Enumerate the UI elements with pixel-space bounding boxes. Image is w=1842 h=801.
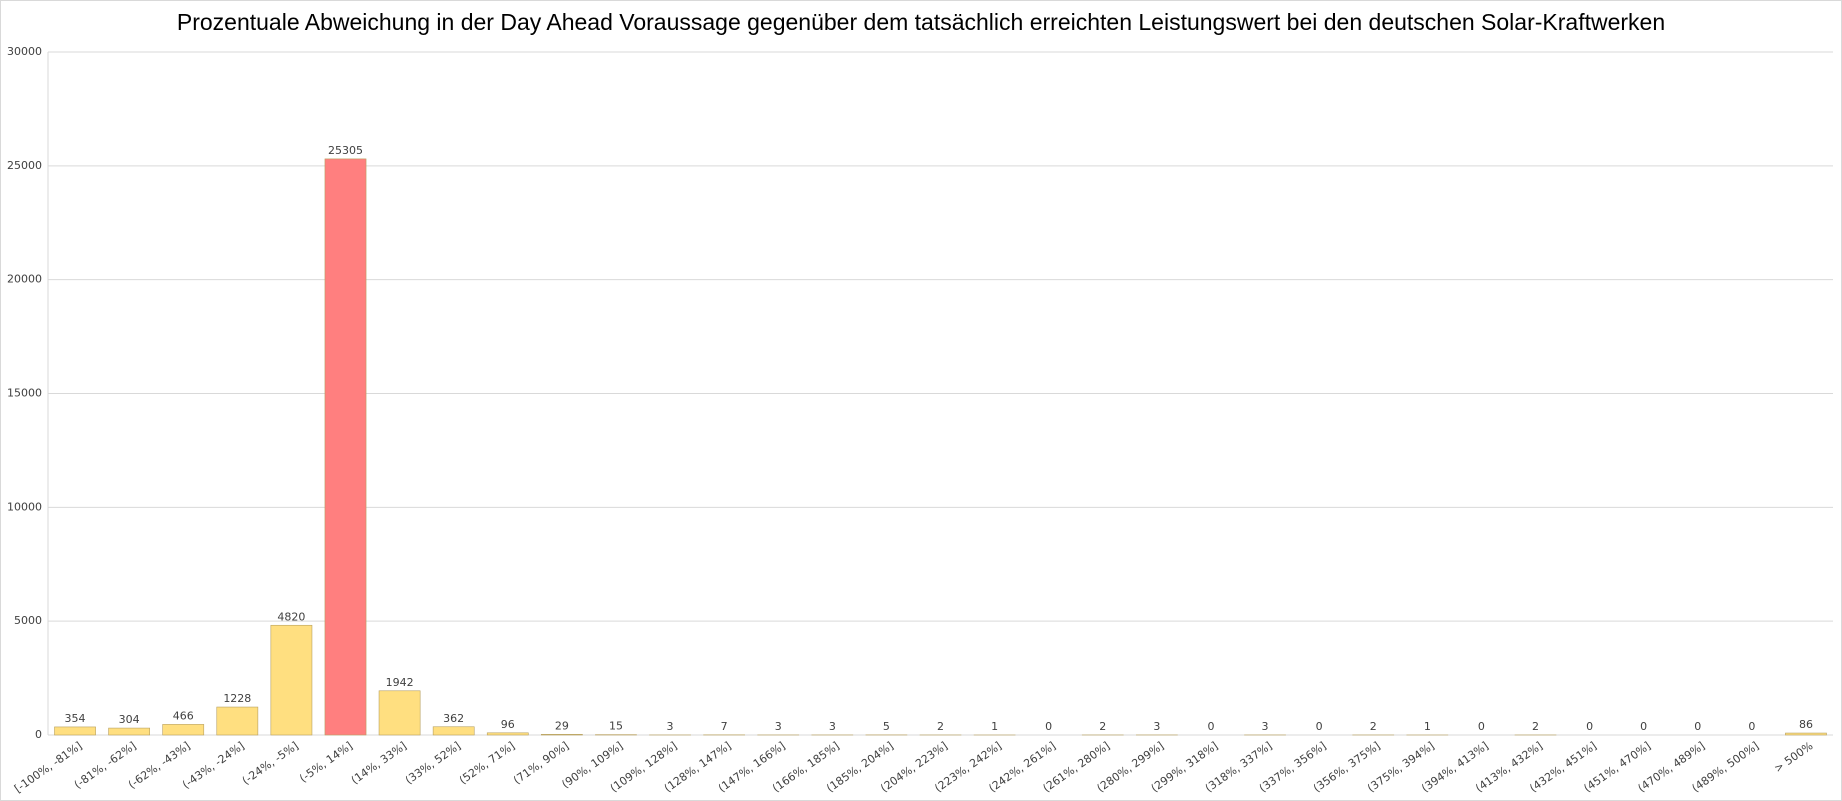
data-label: 3 bbox=[1153, 720, 1160, 733]
bar bbox=[108, 727, 150, 736]
data-label: 1 bbox=[991, 720, 998, 733]
data-label: 0 bbox=[1316, 720, 1323, 733]
data-label: 304 bbox=[119, 713, 140, 726]
data-label: 0 bbox=[1640, 720, 1647, 733]
data-label: 2 bbox=[1532, 720, 1539, 733]
data-label: 29 bbox=[555, 719, 569, 732]
data-label: 25305 bbox=[328, 144, 363, 157]
data-label: 0 bbox=[1586, 720, 1593, 733]
data-label: 0 bbox=[1694, 720, 1701, 733]
data-label: 0 bbox=[1207, 720, 1214, 733]
data-label: 15 bbox=[609, 720, 623, 733]
data-label: 466 bbox=[173, 709, 194, 722]
data-label: 2 bbox=[1099, 720, 1106, 733]
bar bbox=[378, 690, 421, 736]
bar bbox=[54, 726, 96, 736]
data-label: 86 bbox=[1799, 718, 1813, 731]
y-tick-label: 20000 bbox=[7, 273, 42, 286]
data-label: 1942 bbox=[386, 676, 414, 689]
data-label: 4820 bbox=[277, 610, 305, 623]
data-label: 3 bbox=[1262, 720, 1269, 733]
data-label: 2 bbox=[937, 720, 944, 733]
data-label: 354 bbox=[65, 712, 86, 725]
bar bbox=[216, 706, 259, 736]
chart-title: Prozentuale Abweichung in der Day Ahead … bbox=[177, 9, 1665, 35]
y-tick-label: 15000 bbox=[7, 387, 42, 400]
data-label: 7 bbox=[721, 720, 728, 733]
bar bbox=[1785, 732, 1827, 736]
bar bbox=[270, 624, 313, 736]
y-tick-label: 5000 bbox=[14, 614, 42, 627]
data-label: 3 bbox=[829, 720, 836, 733]
data-label: 3 bbox=[667, 720, 674, 733]
data-label: 1228 bbox=[223, 692, 251, 705]
data-label: 96 bbox=[501, 718, 515, 731]
bar bbox=[324, 158, 367, 736]
y-tick-label: 25000 bbox=[7, 159, 42, 172]
data-label: 3 bbox=[775, 720, 782, 733]
bar bbox=[162, 724, 205, 736]
data-label: 0 bbox=[1045, 720, 1052, 733]
data-label: 0 bbox=[1478, 720, 1485, 733]
y-tick-label: 30000 bbox=[7, 45, 42, 58]
bar bbox=[432, 726, 475, 736]
data-label: 0 bbox=[1748, 720, 1755, 733]
bar bbox=[486, 732, 529, 736]
y-tick-label: 10000 bbox=[7, 500, 42, 513]
y-tick-label: 0 bbox=[35, 728, 42, 741]
data-label: 5 bbox=[883, 720, 890, 733]
data-label: 1 bbox=[1424, 720, 1431, 733]
data-label: 362 bbox=[443, 712, 464, 725]
data-label: 2 bbox=[1370, 720, 1377, 733]
bar bbox=[541, 734, 583, 736]
